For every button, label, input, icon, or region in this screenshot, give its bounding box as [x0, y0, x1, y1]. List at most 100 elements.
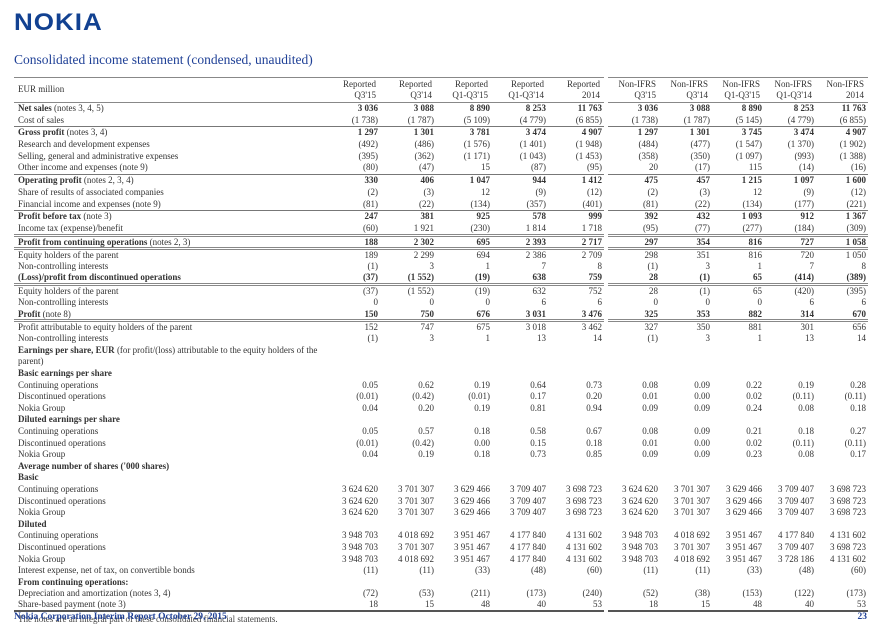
value-cell: (1 552)	[407, 286, 434, 297]
value-cell: 6	[541, 297, 547, 308]
row-label: Depreciation and amortization (notes 3, …	[14, 588, 324, 599]
value-cell: (173)	[526, 588, 547, 599]
value-cell: 330	[364, 175, 379, 186]
row-label: Nokia Group	[14, 507, 324, 518]
value-cell: 0.58	[530, 425, 546, 436]
value-cell: 0.57	[418, 425, 434, 436]
value-cell: 6	[809, 297, 815, 308]
value-cell	[380, 519, 436, 530]
value-cell: 1	[485, 260, 491, 271]
value-cell: 1 297	[357, 127, 378, 138]
value-cell	[436, 345, 492, 367]
row-seg-nonifrs: 297 354 816 727 1 058	[608, 234, 868, 248]
row-label-text: Nokia Group	[18, 553, 66, 564]
value-cell: 3 701 307	[674, 507, 710, 518]
value-cell: 4 018 692	[674, 553, 710, 564]
value-cell: 3 698 723	[566, 507, 602, 518]
value-cell: (80)	[363, 162, 378, 173]
table-row: Profit attributable to equity holders of…	[14, 319, 868, 333]
table-row: Continuing operations 3 948 703 4 018 692 3…	[14, 530, 868, 542]
value-cell: (37)	[363, 286, 378, 297]
row-seg-nonifrs: 3 948 703 4 018 692 3 951 467 4 177 840 4 13…	[608, 530, 868, 541]
row-label: Nokia Group	[14, 554, 324, 565]
value-cell	[492, 577, 548, 588]
value-cell: 1	[757, 260, 763, 271]
value-cell: (12)	[851, 187, 866, 198]
table-row: Financial income and expenses (note 9) (8…	[14, 199, 868, 211]
value-cell: 0.19	[474, 402, 490, 413]
table-row: Average number of shares ('000 shares)	[14, 461, 868, 473]
value-cell: 0.21	[746, 425, 762, 436]
value-cell: 1 050	[845, 250, 866, 261]
value-cell: (184)	[794, 223, 815, 234]
row-label-bold: Profit from continuing operations	[18, 237, 148, 248]
value-cell: 3 701 307	[398, 541, 434, 552]
value-cell: 1 058	[845, 237, 866, 248]
value-cell: 3 624 620	[342, 483, 378, 494]
value-cell: 3 745	[741, 127, 762, 138]
row-seg-reported: Research and development expenses (492) (4…	[14, 139, 604, 150]
value-cell: (1)	[699, 286, 711, 297]
row-seg-nonifrs: 20 (17) 115 (14) (16)	[608, 162, 868, 173]
value-cell: (358)	[638, 150, 659, 161]
value-cell: 0	[485, 297, 491, 308]
row-seg-reported: Income tax (expense)/benefit (60) 1 921 (23…	[14, 223, 604, 234]
value-cell: 747	[420, 322, 435, 333]
row-label-bold: Profit	[18, 308, 41, 319]
row-seg-reported: Nokia Group 3 624 620 3 701 307 3 629 466 3 …	[14, 507, 604, 518]
value-cell: (420)	[794, 286, 815, 297]
value-cell	[492, 414, 548, 425]
row-seg-nonifrs: 475 457 1 215 1 097 1 600	[608, 174, 868, 186]
column-group-label: Reported	[511, 79, 544, 89]
row-label-bold: Diluted earnings per share	[18, 414, 120, 425]
value-cell	[436, 414, 492, 425]
value-cell: 0.28	[850, 379, 866, 390]
value-cell: (1 388)	[839, 150, 866, 161]
value-cell: 632	[532, 286, 547, 297]
row-seg-reported: Nokia Group 3 948 703 4 018 692 3 951 467 4 …	[14, 554, 604, 565]
value-cell: (177)	[794, 198, 815, 209]
row-seg-nonifrs: 325 353 882 314 670	[608, 309, 868, 320]
row-seg-reported: From continuing operations:	[14, 577, 604, 588]
row-seg-nonifrs: 298 351 816 720 1 050	[608, 247, 868, 261]
value-cell: 28	[649, 286, 658, 297]
value-cell: (477)	[690, 139, 711, 150]
value-cell: (4 779)	[787, 114, 814, 125]
value-cell: 475	[644, 175, 659, 186]
row-label-text: Selling, general and administrative expe…	[18, 150, 179, 161]
value-cell: 0	[653, 297, 659, 308]
row-seg-reported: Diluted earnings per share	[14, 414, 604, 425]
row-label: Non-controlling interests	[14, 261, 324, 272]
row-seg-reported: Nokia Group 0.04 0.20 0.19 0.81 0.94	[14, 403, 604, 414]
value-cell	[324, 472, 380, 483]
value-cell: (211)	[470, 588, 490, 599]
row-label: Cost of sales	[14, 115, 324, 126]
value-cell	[548, 519, 604, 530]
row-seg-nonifrs: 28 (1) 65 (420) (395)	[608, 283, 868, 297]
column-group-label: Non-IFRS	[618, 79, 656, 89]
value-cell: 0.04	[362, 402, 378, 413]
value-cell: 0.19	[418, 449, 434, 460]
row-seg-reported: Continuing operations 3 624 620 3 701 307 3…	[14, 484, 604, 495]
value-cell: 353	[696, 308, 711, 319]
value-cell: 3 629 466	[454, 483, 490, 494]
value-cell: 115	[748, 162, 762, 173]
value-cell: (1 738)	[351, 114, 378, 125]
value-cell: (5 145)	[735, 114, 762, 125]
column-header: Non-IFRS Q1-Q3'15	[712, 79, 764, 101]
value-cell: 752	[588, 286, 603, 297]
row-label-text: Nokia Group	[18, 507, 66, 518]
table-row: (Loss)/profit from discontinued operatio…	[14, 272, 868, 284]
column-period-label: 2014	[846, 90, 864, 100]
column-header: Non-IFRS Q3'15	[608, 79, 660, 101]
value-cell: 1 047	[469, 175, 490, 186]
value-cell: 1 093	[741, 211, 762, 222]
value-cell: (1)	[367, 333, 379, 344]
value-cell: (6 855)	[839, 114, 866, 125]
row-seg-reported: Cost of sales (1 738) (1 787) (5 109) (4 779…	[14, 115, 604, 126]
row-label: Discontinued operations	[14, 438, 324, 449]
row-seg-reported: Continuing operations 0.05 0.57 0.18 0.58 0.6…	[14, 426, 604, 437]
footer-report-name: Nokia Corporation Interim Report October…	[14, 612, 227, 622]
value-cell: (484)	[638, 139, 659, 150]
row-label-text: Research and development expenses	[18, 139, 150, 150]
